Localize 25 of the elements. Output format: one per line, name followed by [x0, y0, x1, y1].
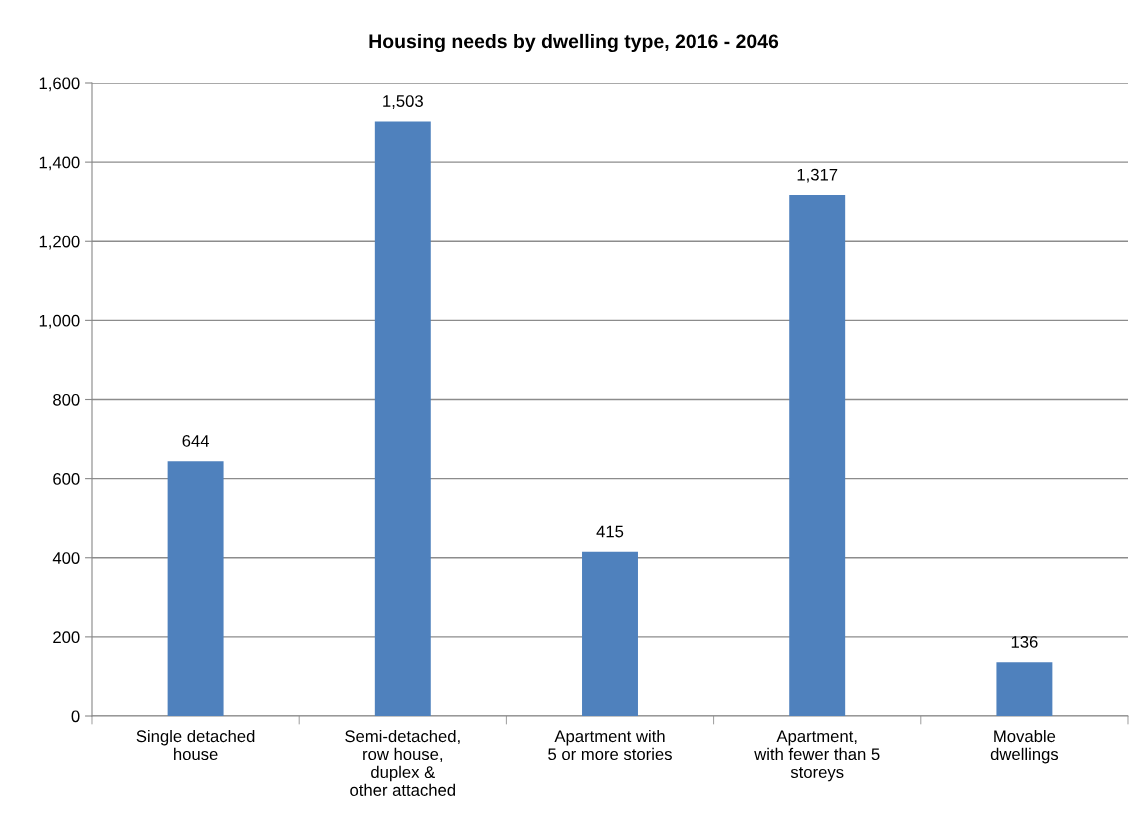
x-tick-label: Apartment, with fewer than 5 storeys — [754, 730, 880, 782]
bar — [582, 551, 638, 716]
y-tick-label: 0 — [71, 710, 80, 723]
data-label: 644 — [182, 435, 210, 447]
y-tick-label: 1,200 — [39, 235, 80, 250]
data-label: 1,317 — [797, 168, 838, 183]
data-label: 415 — [596, 525, 624, 538]
y-tick-label: 800 — [53, 393, 80, 406]
x-tick-label: Semi-detached, row house, duplex & other attached — [345, 729, 460, 796]
y-tick-label: 1,000 — [39, 314, 80, 329]
bar — [167, 461, 224, 716]
bar — [374, 121, 431, 716]
x-tick-label: Apartment with 5 or more stories — [548, 729, 672, 761]
y-tick-label: 200 — [53, 631, 80, 644]
y-tick-label: 400 — [52, 552, 80, 564]
chart-title: Housing needs by dwelling type, 2016 - 2046 — [369, 33, 779, 53]
y-tick-label: 600 — [53, 473, 80, 485]
y-tick-label: 1,400 — [39, 156, 80, 171]
data-label: 136 — [1011, 635, 1038, 648]
x-tick-label: Single detached house — [136, 729, 255, 761]
y-tick-label: 1,600 — [39, 77, 80, 92]
bar — [789, 194, 846, 716]
bar — [996, 662, 1053, 716]
x-tick-label: Movable dwellings — [990, 729, 1059, 764]
data-label: 1,503 — [383, 95, 423, 109]
